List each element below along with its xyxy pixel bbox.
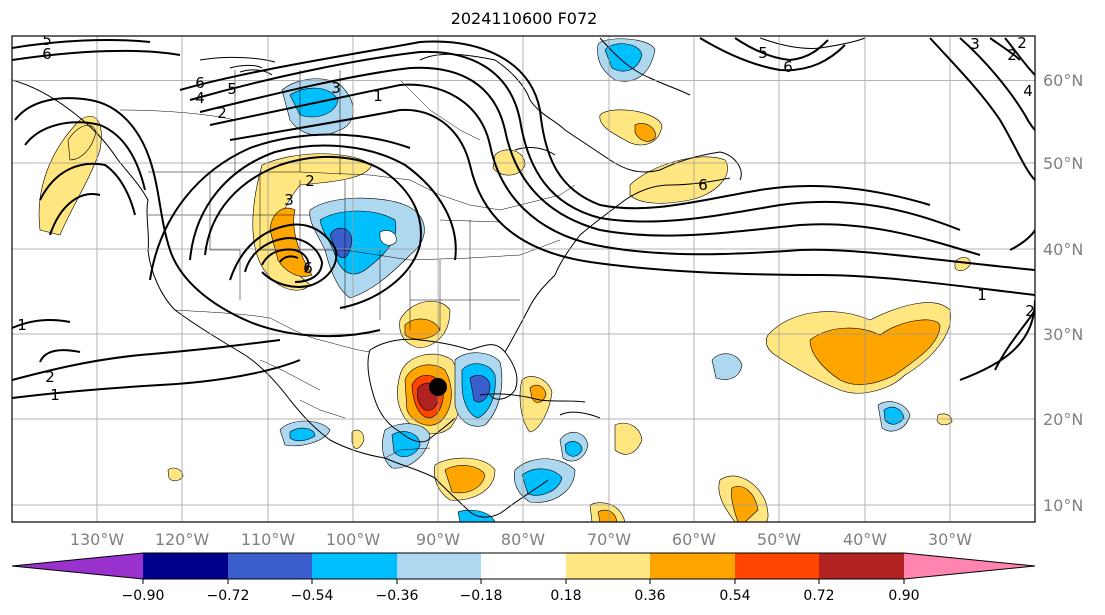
contour-label: 3 <box>331 79 341 97</box>
gridlines <box>12 36 1035 522</box>
colorbar-segment <box>397 553 481 579</box>
lat-label: 40°N <box>1043 240 1083 259</box>
contour-label: 2 <box>45 368 55 386</box>
lon-label: 130°W <box>70 530 125 549</box>
colorbar-segment <box>650 553 735 579</box>
colorbar-segment <box>143 553 228 579</box>
lat-label: 30°N <box>1043 325 1083 344</box>
map-frame <box>11 35 1036 523</box>
contour-label: 4 <box>195 89 205 107</box>
colorbar-tick-label: −0.18 <box>460 588 503 604</box>
colorbar-segment <box>12 553 143 579</box>
contour-label: 2 <box>305 172 315 190</box>
colorbar-tick-label: 0.36 <box>634 588 665 604</box>
colorbar-tick-label: 0.18 <box>550 588 581 604</box>
map-title: 2024110600 F072 <box>450 9 598 28</box>
contour-label: 6 <box>783 58 793 76</box>
lon-label: 100°W <box>326 530 381 549</box>
colorbar-tick-label: −0.90 <box>122 588 165 604</box>
lat-label: 10°N <box>1043 496 1083 515</box>
colorbar-tick-label: −0.36 <box>376 588 419 604</box>
colorbar-segment <box>904 553 1035 579</box>
contour-label: 4 <box>1023 82 1033 100</box>
colorbar-tick-label: 0.54 <box>719 588 750 604</box>
contour-label: 1 <box>50 386 60 404</box>
contour-label: 3 <box>284 191 294 209</box>
contour-labels: 5 6 6 5 4 2 1 3 2 3 6 1 2 1 2 5 6 3 2 4 … <box>17 31 1035 404</box>
contour-label: 5 <box>758 44 768 62</box>
contour-lines <box>12 37 1035 399</box>
lon-label: 50°W <box>757 530 801 549</box>
storm-center-marker <box>429 378 447 396</box>
lat-label: 20°N <box>1043 410 1083 429</box>
lat-label: 60°N <box>1043 71 1083 90</box>
contour-label: 2 <box>217 104 227 122</box>
lat-label: 50°N <box>1043 154 1083 173</box>
colorbar: −0.90 −0.72 −0.54 −0.36 −0.18 0.18 0.36 … <box>11 552 1036 604</box>
lon-label: 70°W <box>587 530 631 549</box>
contour-label: 5 <box>227 80 237 98</box>
contour-label: 1 <box>977 286 987 304</box>
colorbar-segment <box>312 553 397 579</box>
lon-label: 80°W <box>501 530 545 549</box>
lon-label: 60°W <box>672 530 716 549</box>
map-area: 5 6 6 5 4 2 1 3 2 3 6 1 2 1 2 5 6 3 2 4 … <box>12 31 1035 522</box>
colorbar-segment <box>819 553 904 579</box>
colorbar-tick-label: −0.54 <box>291 588 334 604</box>
contour-label: 6 <box>698 176 708 194</box>
contour-label: 1 <box>373 87 383 105</box>
longitude-axis: 130°W 120°W 110°W 100°W 90°W 80°W 70°W 6… <box>70 530 972 549</box>
lon-label: 30°W <box>928 530 972 549</box>
colorbar-segment <box>228 553 312 579</box>
colorbar-tick-label: −0.72 <box>207 588 250 604</box>
coastlines <box>12 37 866 518</box>
contour-label: 6 <box>195 74 205 92</box>
contour-label: 6 <box>303 259 313 277</box>
lon-label: 120°W <box>155 530 210 549</box>
contour-label: 2 <box>1017 34 1027 52</box>
colorbar-segment <box>481 553 566 579</box>
latitude-axis: 60°N 50°N 40°N 30°N 20°N 10°N <box>1043 71 1083 515</box>
contour-label: 6 <box>42 45 52 63</box>
lon-label: 90°W <box>416 530 460 549</box>
colorbar-tick-label: 0.72 <box>803 588 834 604</box>
lon-label: 40°W <box>843 530 887 549</box>
contour-label: 3 <box>970 35 980 53</box>
contour-label: 2 <box>1007 46 1017 64</box>
contour-label: 2 <box>1025 302 1035 320</box>
colorbar-segment <box>566 553 650 579</box>
lon-label: 110°W <box>241 530 296 549</box>
colorbar-tick-label: 0.90 <box>888 588 919 604</box>
contour-label: 5 <box>42 31 52 49</box>
anomaly-fill <box>38 38 971 522</box>
contour-label: 1 <box>17 316 27 334</box>
colorbar-segment <box>735 553 819 579</box>
